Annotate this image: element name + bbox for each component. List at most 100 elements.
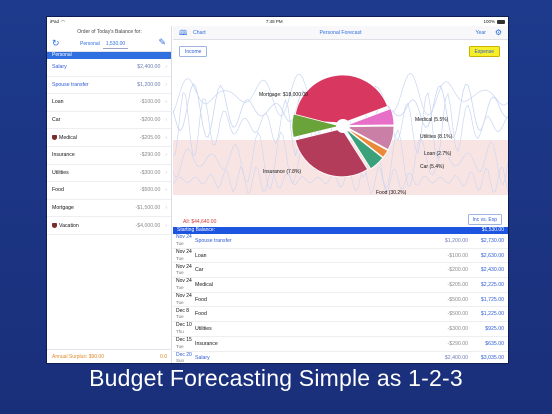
category-row[interactable]: Medical -$205.00 › xyxy=(47,129,171,147)
ledger-date-weekday: Tue xyxy=(176,284,184,290)
category-label-group: Insurance xyxy=(52,152,140,158)
category-list: Salary $2,400.00 › Spouse transfer $1,200.00… xyxy=(47,59,171,235)
ledger-row[interactable]: Nov 24 Tue Spouse transfer $1,200.00 $2,730.… xyxy=(173,234,508,249)
ledger-date: Nov 24 Tue xyxy=(173,235,195,246)
category-row[interactable]: Loan -$100.00 › xyxy=(47,94,171,112)
ledger-row[interactable]: Dec 8 Tue Food -$500.00 $1,225.00 xyxy=(173,307,508,323)
shield-icon xyxy=(52,223,57,229)
pie-labels: Mortgage: $18,000.00 Medical (5.5%) Utilit… xyxy=(259,92,453,196)
category-row[interactable]: Spouse transfer $1,200.00 › xyxy=(47,77,171,95)
chevron-right-icon: › xyxy=(165,205,167,212)
income-button[interactable]: Income xyxy=(179,46,208,57)
ledger-amount: -$100.00 xyxy=(447,252,468,259)
wifi-icon: ◠ xyxy=(61,18,65,24)
category-row[interactable]: Salary $2,400.00 › xyxy=(47,59,171,77)
ledger-amount: -$200.00 xyxy=(447,267,468,274)
chevron-right-icon: › xyxy=(165,99,167,106)
ledger-balance: $2,630.00 xyxy=(480,252,504,259)
wave-line xyxy=(173,166,508,194)
pie-slice-label: Medical (5.5%) xyxy=(415,117,449,123)
chevron-right-icon: › xyxy=(165,134,167,141)
ledger-date-weekday: Tue xyxy=(176,314,184,320)
year-button[interactable]: Year xyxy=(475,30,486,36)
ledger-name: Spouse transfer xyxy=(195,237,232,244)
ledger-name: Utilities xyxy=(195,325,212,332)
ledger-balance: $925.00 xyxy=(485,325,504,332)
ledger-date: Dec 8 Tue xyxy=(173,308,195,320)
expense-button[interactable]: Expense xyxy=(468,46,500,57)
ledger-row[interactable]: Dec 10 Thu Utilities -$300.00 $925.00 xyxy=(173,322,508,337)
ledger-row[interactable]: Nov 24 Tue Car -$200.00 $2,430.00 xyxy=(173,263,508,279)
category-label-group: Salary xyxy=(52,64,137,70)
chevron-right-icon: › xyxy=(165,81,167,88)
annual-surplus-footer: Annual Surplus: $90.00 0.0 xyxy=(47,349,172,363)
category-amount: -$300.00 xyxy=(139,169,161,176)
category-amount: $1,200.00 xyxy=(137,81,161,88)
category-label: Salary xyxy=(52,64,67,71)
pie-slice[interactable] xyxy=(294,74,389,124)
ledger-name: Food xyxy=(195,311,207,318)
category-amount: -$205.00 xyxy=(139,134,161,141)
chevron-right-icon: › xyxy=(165,187,167,194)
balance-amount-field[interactable]: 1,530.00 xyxy=(102,40,129,49)
category-amount: -$200.00 xyxy=(139,117,161,124)
category-row[interactable]: Insurance -$290.00 › xyxy=(47,147,171,165)
status-bar: iPad ◠ 7:48 PM 100% xyxy=(47,17,508,26)
ledger-row[interactable]: Dec 20 Sun Salary $2,400.00 $3,035.00 xyxy=(173,352,508,363)
category-label-group: Loan xyxy=(52,99,140,105)
ledger-date: Nov 24 Tue xyxy=(173,279,195,290)
category-row[interactable]: Food -$500.00 › xyxy=(47,182,171,200)
inc-vs-exp-button[interactable]: Inc vs. Exp xyxy=(467,214,502,225)
order-text: Order of Today's Balance for: xyxy=(77,29,142,35)
category-label-group: Vacation xyxy=(52,223,136,229)
category-label: Mortgage xyxy=(52,205,74,212)
category-row[interactable]: Car -$200.00 › xyxy=(47,112,171,130)
chart-button[interactable]: Chart xyxy=(193,30,206,36)
ledger-rows: Nov 24 Tue Spouse transfer $1,200.00 $2,730.… xyxy=(173,234,508,363)
category-row[interactable]: Mortgage -$1,500.00 › xyxy=(47,200,171,218)
chevron-right-icon: › xyxy=(165,169,167,176)
ledger-date: Nov 24 Tue xyxy=(173,264,195,276)
pie-slice[interactable] xyxy=(294,128,369,178)
pie-slice[interactable] xyxy=(344,125,395,151)
refresh-icon[interactable]: ↻ xyxy=(52,38,60,48)
ledger-row[interactable]: Nov 24 Tue Loan -$100.00 $2,630.00 xyxy=(173,249,508,264)
pie-slice-label: Loan (2.7%) xyxy=(424,151,452,157)
pie-slice[interactable] xyxy=(345,108,395,126)
annual-surplus-value: 0.0 xyxy=(160,353,167,360)
section-header: Personal xyxy=(47,52,171,59)
category-row[interactable]: Vacation -$4,000.00 › xyxy=(47,217,171,235)
settings-icon[interactable]: ⚙ xyxy=(494,28,502,37)
ledger-row[interactable]: Dec 15 Tue Insurance -$290.00 $635.00 xyxy=(173,337,508,352)
pie-slice[interactable] xyxy=(344,127,384,170)
ledger-date-day: Nov 24 xyxy=(176,278,192,285)
category-label: Loan xyxy=(52,99,64,106)
ledger-row[interactable]: Nov 24 Tue Medical -$205.00 $2,225.00 xyxy=(173,278,508,293)
pie-slice-label: Insurance (7.8%) xyxy=(263,169,301,175)
chevron-right-icon: › xyxy=(165,64,167,71)
pie-slice[interactable] xyxy=(291,113,341,138)
ledger-amount: $2,400.00 xyxy=(444,355,468,362)
category-label: Spouse transfer xyxy=(52,81,89,88)
pie-slice[interactable] xyxy=(345,127,389,158)
ledger-balance: $1,725.00 xyxy=(480,296,504,303)
balance-header: Order of Today's Balance for: ↻ Personal… xyxy=(47,26,171,52)
starting-balance-bar: Starting Balance: $1,530.00 xyxy=(173,227,508,234)
scope-personal[interactable]: Personal xyxy=(80,41,100,47)
pie-slice-label: Car (5.4%) xyxy=(420,164,445,170)
ledger-date-day: Dec 15 xyxy=(176,337,192,344)
ledger-amount: -$300.00 xyxy=(447,325,468,332)
all-total-label: All: $44,640.00 xyxy=(183,219,217,225)
marketing-caption: Budget Forecasting Simple as 1-2-3 xyxy=(89,365,463,391)
ledger-date: Dec 10 Thu xyxy=(173,323,195,334)
category-row[interactable]: Utilities -$300.00 › xyxy=(47,165,171,183)
chevron-right-icon: › xyxy=(165,117,167,124)
edit-icon[interactable]: ✎ xyxy=(158,37,166,47)
ledger-date-day: Nov 24 xyxy=(176,234,192,241)
ledger-date-weekday: Tue xyxy=(176,240,184,246)
ledger-row[interactable]: Nov 24 Tue Food -$500.00 $1,725.00 xyxy=(173,293,508,308)
book-icon[interactable]: 🕮 xyxy=(179,30,188,37)
ledger-balance: $2,730.00 xyxy=(480,237,504,244)
category-label-group: Spouse transfer xyxy=(52,82,137,88)
ledger-amount: -$500.00 xyxy=(447,311,468,318)
